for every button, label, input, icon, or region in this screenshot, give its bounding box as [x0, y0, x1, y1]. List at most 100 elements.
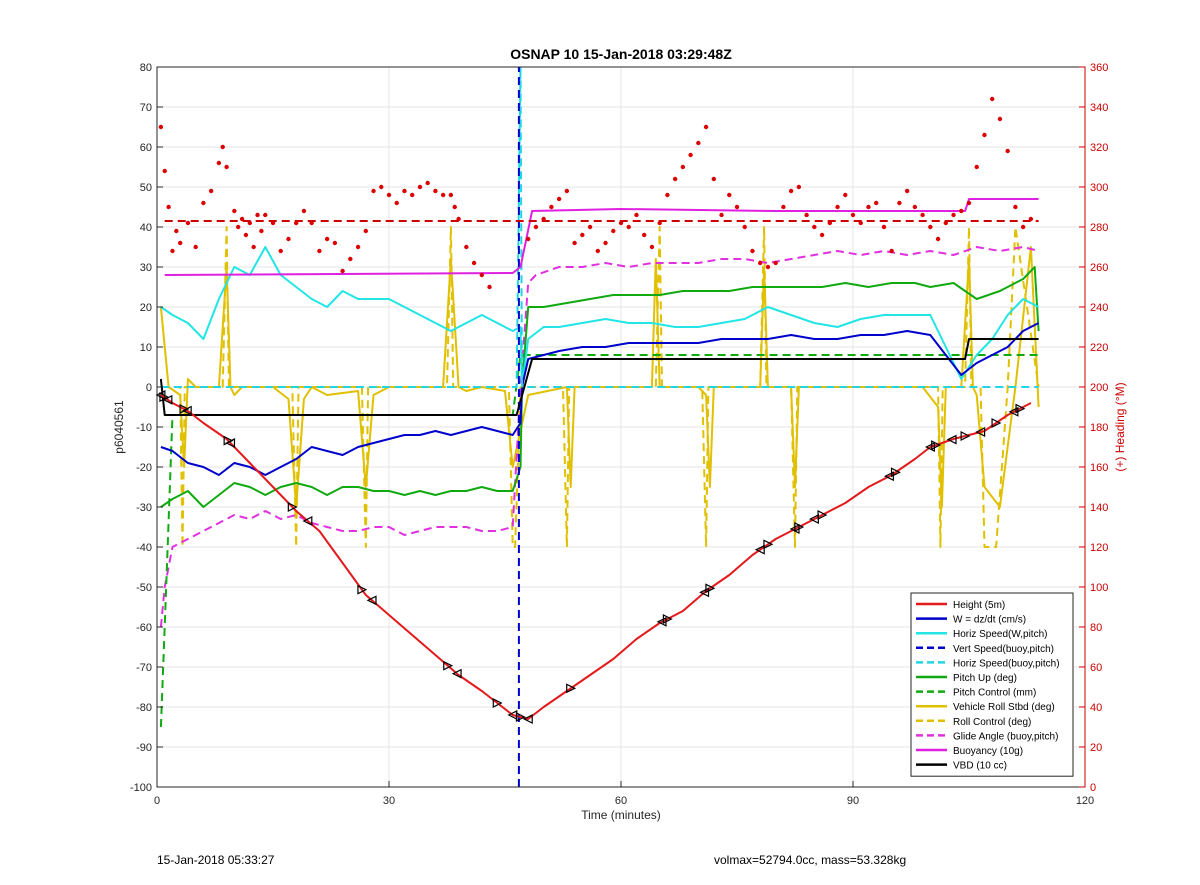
y2-tick-label: 100 [1090, 582, 1108, 594]
heading-point [479, 272, 484, 278]
heading-point [904, 188, 910, 194]
x-tick-label: 120 [1076, 795, 1094, 807]
heading-point [363, 228, 368, 234]
height-marker [817, 510, 828, 520]
y2-tick-label: 260 [1090, 262, 1108, 274]
heading-point [332, 240, 338, 246]
heading-point [263, 212, 268, 218]
heading-point [649, 244, 655, 250]
heading-point [874, 200, 879, 206]
heading-point [665, 192, 670, 198]
heading-point [951, 212, 956, 218]
heading-point [440, 192, 446, 198]
y-axis-label: p6040561 [112, 400, 126, 454]
heading-point [928, 224, 933, 230]
height-marker [754, 544, 765, 555]
heading-point [750, 248, 755, 254]
heading-point [178, 240, 183, 246]
heading-point [487, 284, 492, 290]
series-line-vbd [159, 338, 1039, 416]
heading-point [827, 220, 832, 226]
heading-point [796, 184, 802, 190]
heading-point [317, 248, 322, 254]
heading-point [526, 236, 531, 242]
heading-point [889, 248, 894, 254]
heading-point [572, 240, 577, 246]
y-tick-label: -60 [136, 622, 152, 634]
heading-point [270, 220, 276, 226]
y2-tick-label: 60 [1090, 662, 1102, 674]
heading-point [788, 188, 794, 194]
height-marker [287, 502, 298, 512]
y-tick-label: -90 [136, 742, 152, 754]
heading-point [394, 200, 399, 206]
height-marker [451, 668, 462, 679]
heading-point [220, 144, 225, 150]
legend-label: Height (5m) [953, 600, 1005, 611]
heading-point [232, 208, 237, 214]
footer-timestamp: 15-Jan-2018 05:33:27 [157, 853, 275, 867]
heading-point [912, 204, 918, 210]
heading-point [858, 220, 863, 226]
heading-point [247, 220, 252, 226]
heading-point [243, 232, 249, 238]
heading-point [657, 220, 662, 226]
y-tick-label: -20 [136, 462, 152, 474]
axes: 0 30 60 90 120-100-90-80-70-60-50-40-30-20-1… [130, 62, 1108, 807]
heading-point [533, 224, 539, 230]
height-marker [794, 522, 805, 532]
height-marker [357, 584, 368, 595]
heading-point [997, 116, 1003, 122]
y-tick-label: -40 [136, 542, 152, 554]
heading-point [580, 232, 585, 238]
legend-label: Horiz Speed(W,pitch) [953, 629, 1047, 640]
heading-point [452, 204, 457, 210]
heading-point [340, 268, 345, 274]
y-tick-label: -100 [130, 782, 152, 794]
y2-tick-label: 360 [1090, 62, 1108, 74]
heading-point [255, 212, 260, 218]
heading-point [216, 160, 222, 166]
heading-point [259, 228, 264, 234]
y2-tick-label: 80 [1090, 622, 1102, 634]
legend-label: Glide Angle (buoy,pitch) [953, 731, 1058, 742]
height-marker [566, 683, 577, 694]
y-tick-label: 0 [146, 382, 152, 394]
legend-label: Pitch Up (deg) [953, 673, 1017, 684]
height-marker [890, 467, 901, 478]
y-tick-label: 80 [140, 62, 152, 74]
heading-point [564, 188, 570, 194]
heading-point [417, 184, 423, 190]
heading-point [371, 188, 376, 194]
y-tick-label: -10 [136, 422, 152, 434]
height-marker [302, 516, 313, 526]
heading-point [587, 224, 593, 230]
height-marker [522, 714, 533, 724]
height-marker [225, 438, 236, 448]
heading-point [456, 216, 461, 222]
heading-point [471, 260, 477, 266]
x-tick-label: 90 [847, 795, 859, 807]
heading-point [897, 200, 902, 206]
y2-axis-label: (+) Heading (°M) [1113, 382, 1127, 471]
heading-point [236, 224, 241, 230]
y-tick-label: 30 [140, 262, 152, 274]
heading-point [688, 152, 693, 158]
heading-point [703, 124, 709, 130]
footer-volmax-mass: volmax=52794.0cc, mass=53.328kg [714, 853, 907, 867]
heading-point [773, 260, 778, 266]
legend-label: VBD (10 cc) [953, 761, 1007, 772]
height-marker [443, 660, 454, 671]
heading-point [294, 220, 299, 226]
height-marker [763, 539, 774, 550]
heading-point [158, 124, 164, 130]
x-tick-label: 60 [615, 795, 627, 807]
height-marker [492, 698, 503, 708]
heading-point [549, 204, 554, 210]
heading-point [966, 200, 972, 206]
series-line-horiz-speed [160, 246, 1040, 388]
heading-point [410, 192, 415, 198]
x-axis-label: Time (minutes) [581, 808, 661, 822]
heading-point [433, 188, 438, 194]
